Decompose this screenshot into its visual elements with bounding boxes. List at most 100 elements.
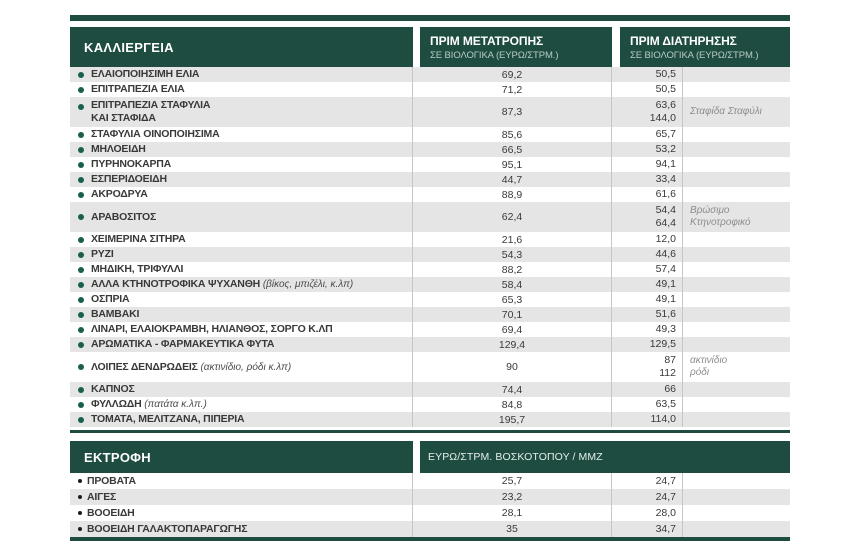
bullet-icon [78,527,82,531]
bullet-icon [78,131,84,138]
table-row: ΧΕΙΜΕΡΙΝΑ ΣΙΤΗΡΑ 21,6 12,0 [70,232,790,247]
conversion-premium-value: 71,2 [413,82,612,97]
maintenance-premium-value: 49,1 [612,277,683,292]
row-annotation [683,292,790,307]
maintenance-premium-value: 33,4 [612,172,683,187]
maintenance-premium-value: 63,5 [612,397,683,412]
crops-table-header: ΚΑΛΛΙΕΡΓΕΙΑ ΠΡΙΜ ΜΕΤΑΤΡΟΠΗΣ ΣΕ ΒΙΟΛΟΓΙΚΑ… [70,27,790,67]
row-label: ΑΡΑΒΟΣΙΤΟΣ [70,202,413,232]
table-bottom-bar [70,537,790,541]
maintenance-premium-value: 51,6 [612,307,683,322]
row-label: ΜΗΔΙΚΗ, ΤΡΙΦΥΛΛΙ [70,262,413,277]
maintenance-premium-value: 28,0 [612,505,683,521]
table-row: ΠΡΟΒΑΤΑ 25,7 24,7 [70,473,790,489]
bullet-icon [78,281,84,288]
conversion-premium-value: 129,4 [413,337,612,352]
maintenance-premium-value: 24,7 [612,473,683,489]
conversion-premium-value: 88,9 [413,187,612,202]
row-label: ΒΟΟΕΙΔΗ [70,505,413,521]
bullet-icon [78,401,84,408]
maintenance-premium-value: 129,5 [612,337,683,352]
maintenance-premium-value: 57,4 [612,262,683,277]
row-annotation [683,187,790,202]
infographic: ΚΑΛΛΙΕΡΓΕΙΑ ΠΡΙΜ ΜΕΤΑΤΡΟΠΗΣ ΣΕ ΒΙΟΛΟΓΙΚΑ… [70,0,790,541]
row-label: ΑΙΓΕΣ [70,489,413,505]
conversion-premium-value: 85,6 [413,127,612,142]
bullet-icon [78,296,84,303]
bullet-icon [78,191,84,198]
column-header-conversion-premium: ΠΡΙΜ ΜΕΤΑΤΡΟΠΗΣ ΣΕ ΒΙΟΛΟΓΙΚΑ (ΕΥΡΩ/ΣΤΡΜ.… [420,27,612,67]
conversion-premium-value: 84,8 [413,397,612,412]
table-row: ΣΤΑΦΥΛΙΑ ΟΙΝΟΠΟΙΗΣΙΜΑ 85,6 65,7 [70,127,790,142]
maintenance-premium-value: 114,0 [612,412,683,427]
conversion-premium-value: 90 [413,352,612,382]
maintenance-premium-value: 94,1 [612,157,683,172]
maintenance-premium-value: 49,1 [612,292,683,307]
row-label: ΕΠΙΤΡΑΠΕΖΙΑ ΕΛΙΑ [70,82,413,97]
table-row: ΚΑΠΝΟΣ 74,4 66 [70,382,790,397]
row-annotation [683,232,790,247]
row-label: ΛΙΝΑΡΙ, ΕΛΑΙΟΚΡΑΜΒΗ, ΗΛΙΑΝΘΟΣ, ΣΟΡΓΟ Κ.Λ… [70,322,413,337]
conversion-premium-value: 65,3 [413,292,612,307]
row-label: ΚΑΠΝΟΣ [70,382,413,397]
bullet-icon [78,236,84,243]
conversion-premium-value: 58,4 [413,277,612,292]
livestock-table: ΕΚΤΡΟΦΗ ΕΥΡΩ/ΣΤΡΜ. ΒΟΣΚΟΤΟΠΟΥ / ΜΜΖ ΠΡΟΒ… [70,430,790,541]
table-row: ΑΚΡΟΔΡΥΑ 88,9 61,6 [70,187,790,202]
maintenance-premium-value: 34,7 [612,521,683,537]
bullet-icon [78,104,84,110]
row-label: ΑΡΩΜΑΤΙΚΑ - ΦΑΡΜΑΚΕΥΤΙΚΑ ΦΥΤΑ [70,337,413,352]
row-label: ΧΕΙΜΕΡΙΝΑ ΣΙΤΗΡΑ [70,232,413,247]
table-row: ΑΡΩΜΑΤΙΚΑ - ΦΑΡΜΑΚΕΥΤΙΚΑ ΦΥΤΑ 129,4 129,5 [70,337,790,352]
bullet-icon [78,176,84,183]
bullet-icon [78,251,84,258]
row-annotation: ακτινίδιο ρόδι [690,355,728,378]
row-annotation [683,489,790,505]
table-row: ΒΟΟΕΙΔΗ 28,1 28,0 [70,505,790,521]
header-gap [413,441,420,473]
row-annotation [683,247,790,262]
conversion-premium-value: 69,2 [413,67,612,82]
row-annotation [683,337,790,352]
conversion-premium-value: 195,7 [413,412,612,427]
crops-rows: ΕΛΑΙΟΠΟΙΗΣΙΜΗ ΕΛΙΑ 69,2 50,5 ΕΠΙΤΡΑΠΕΖΙΑ ΕΛ… [70,67,790,427]
bullet-icon [78,146,84,153]
table-row: ΠΥΡΗΝΟΚΑΡΠΑ 95,1 94,1 [70,157,790,172]
bullet-icon [78,511,82,515]
maintenance-premium-value: 87 112 [612,352,683,382]
table-row: ΛΙΝΑΡΙ, ΕΛΑΙΟΚΡΑΜΒΗ, ΗΛΙΑΝΘΟΣ, ΣΟΡΓΟ Κ.Λ… [70,322,790,337]
maintenance-premium-value: 12,0 [612,232,683,247]
conversion-premium-value: 66,5 [413,142,612,157]
bullet-icon [78,266,84,273]
row-label: ΠΡΟΒΑΤΑ [70,473,413,489]
row-annotation [683,67,790,82]
conversion-premium-value: 54,3 [413,247,612,262]
bullet-icon [78,311,84,318]
row-annotation [683,397,790,412]
bullet-icon [78,86,84,93]
table-row: ΕΣΠΕΡΙΔΟΕΙΔΗ 44,7 33,4 [70,172,790,187]
row-label: ΑΚΡΟΔΡΥΑ [70,187,413,202]
row-label: ΕΠΙΤΡΑΠΕΖΙΑ ΣΤΑΦΥΛΙΑ ΚΑΙ ΣΤΑΦΙΔΑ [70,97,413,127]
column-header-livestock: ΕΚΤΡΟΦΗ [70,441,413,473]
table-row: ΕΠΙΤΡΑΠΕΖΙΑ ΕΛΙΑ 71,2 50,5 [70,82,790,97]
conversion-premium-value: 69,4 [413,322,612,337]
table-row: ΦΥΛΛΩΔΗ (πατάτα κ.λπ.) 84,8 63,5 [70,397,790,412]
table-row: ΜΗΔΙΚΗ, ΤΡΙΦΥΛΛΙ 88,2 57,4 [70,262,790,277]
table-row: ΡΥΖΙ 54,3 44,6 [70,247,790,262]
row-annotation [683,142,790,157]
column-header-maintenance-premium: ΠΡΙΜ ΔΙΑΤΗΡΗΣΗΣ ΣΕ ΒΙΟΛΟΓΙΚΑ (ΕΥΡΩ/ΣΤΡΜ.… [620,27,790,67]
table-row: ΟΣΠΡΙΑ 65,3 49,1 [70,292,790,307]
maintenance-premium-value: 61,6 [612,187,683,202]
table-top-bar [70,15,790,21]
conversion-premium-value: 25,7 [413,473,612,489]
maintenance-premium-value: 53,2 [612,142,683,157]
row-annotation [683,521,790,537]
bullet-icon [78,416,84,423]
row-label: ΒΑΜΒΑΚΙ [70,307,413,322]
row-annotation [683,505,790,521]
livestock-title: ΕΚΤΡΟΦΗ [84,449,151,465]
livestock-rows: ΠΡΟΒΑΤΑ 25,7 24,7 ΑΙΓΕΣ 23,2 24,7 ΒΟΟΕΙΔΗ 28,1 2… [70,473,790,537]
bullet-icon [78,479,82,483]
row-annotation [683,307,790,322]
